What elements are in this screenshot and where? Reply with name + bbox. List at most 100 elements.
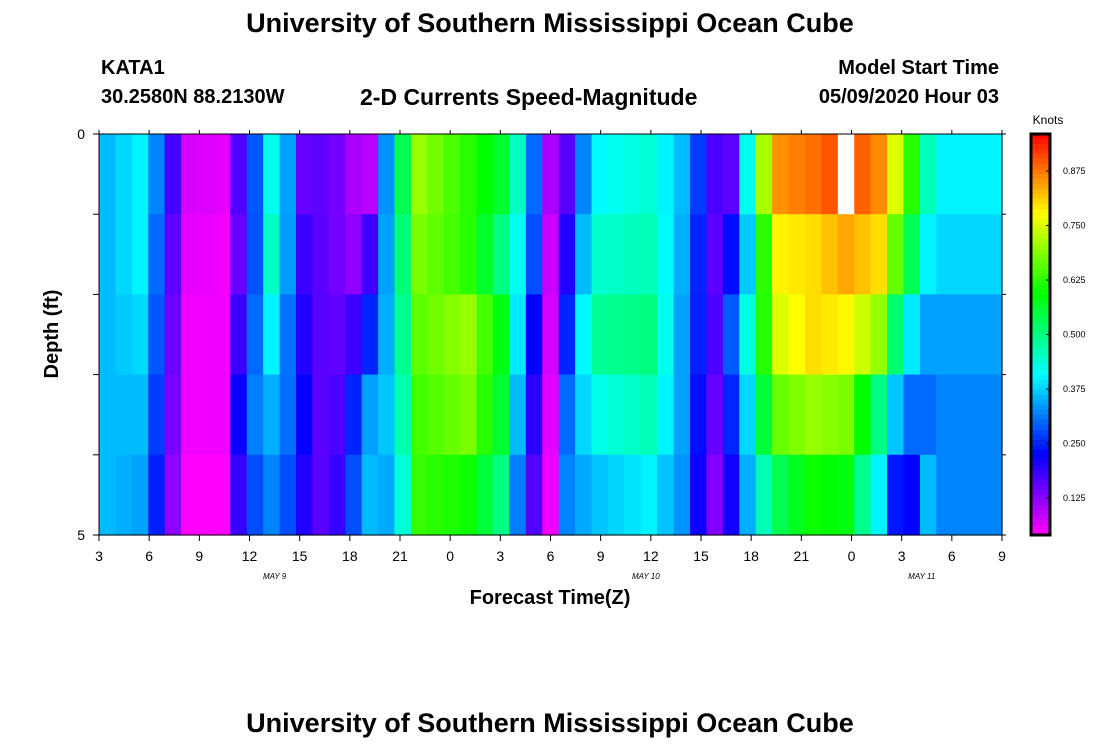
colorbar-segment	[1031, 319, 1050, 326]
heatmap-cell	[427, 374, 445, 456]
heatmap-cell	[230, 134, 248, 215]
heatmap-cell	[837, 214, 855, 295]
heatmap-cell	[690, 374, 708, 456]
heatmap-cell	[493, 454, 511, 536]
x-tick-label: 3	[95, 548, 103, 564]
heatmap-cell	[378, 374, 396, 456]
colorbar-segment	[1031, 404, 1050, 411]
colorbar-segment	[1031, 474, 1050, 481]
heatmap-cell	[690, 454, 708, 536]
heatmap-cell	[936, 214, 954, 295]
heatmap-cell	[624, 214, 642, 295]
heatmap-cell	[887, 454, 905, 536]
colorbar-segment	[1031, 434, 1050, 441]
heatmap-cell	[460, 374, 478, 456]
heatmap-cell	[739, 374, 757, 456]
heatmap-cell	[493, 134, 511, 215]
heatmap-cell	[509, 214, 527, 295]
heatmap-cell	[525, 214, 543, 295]
heatmap-cell	[870, 214, 888, 295]
heatmap-cell	[607, 374, 625, 456]
colorbar-segment	[1031, 224, 1050, 230]
heatmap-cell	[952, 134, 970, 215]
heatmap-cell	[755, 214, 773, 295]
heatmap-cell	[919, 134, 937, 215]
heatmap-cell	[263, 374, 281, 456]
heatmap-cell	[328, 454, 346, 536]
heatmap-cell	[115, 374, 133, 456]
heatmap-cell	[542, 134, 560, 215]
colorbar-segment	[1031, 239, 1050, 245]
colorbar-segment	[1031, 424, 1050, 431]
chart-subtitle: 2-D Currents Speed-Magnitude	[360, 84, 698, 110]
y-tick-label: 0	[77, 126, 85, 142]
heatmap-cell	[969, 454, 987, 536]
heatmap-cell	[296, 454, 314, 536]
heatmap-cell	[755, 294, 773, 376]
heatmap-cell	[788, 214, 806, 295]
heatmap-cell	[213, 134, 231, 215]
heatmap-cell	[985, 374, 1003, 456]
heatmap-cell	[296, 214, 314, 295]
heatmap-cell	[558, 214, 576, 295]
x-tick-label: 0	[848, 548, 856, 564]
page-title: University of Southern Mississippi Ocean…	[246, 8, 854, 38]
heatmap-cell	[591, 134, 609, 215]
colorbar-segment	[1031, 214, 1050, 220]
heatmap-cell	[443, 294, 461, 376]
heatmap-cell	[804, 214, 822, 295]
x-tick-label: 9	[998, 548, 1006, 564]
heatmap-cell	[607, 134, 625, 215]
heatmap-cell	[558, 134, 576, 215]
date-label: MAY 10	[632, 572, 660, 581]
heatmap-cell	[870, 294, 888, 376]
heatmap-cell	[903, 454, 921, 536]
colorbar-segment	[1031, 349, 1050, 356]
heatmap-cell	[493, 214, 511, 295]
y-axis-label: Depth (ft)	[41, 290, 63, 379]
heatmap-cell	[558, 454, 576, 536]
heatmap-cell	[410, 134, 428, 215]
colorbar-segment	[1031, 439, 1050, 446]
heatmap-cell	[410, 214, 428, 295]
heatmap-cell	[739, 454, 757, 536]
heatmap-cell	[772, 374, 790, 456]
heatmap-cell	[131, 374, 149, 456]
colorbar-tick-label: 0.375	[1063, 384, 1086, 394]
heatmap-cell	[722, 454, 740, 536]
heatmap-cell	[525, 374, 543, 456]
colorbar-segment	[1031, 454, 1050, 461]
colorbar-tick-label: 0.875	[1063, 166, 1086, 176]
heatmap-cell	[99, 294, 117, 376]
colorbar-segment	[1031, 444, 1050, 451]
heatmap-cell	[246, 134, 264, 215]
heatmap-cell	[870, 134, 888, 215]
heatmap-cell	[804, 454, 822, 536]
x-tick-label: 12	[643, 548, 659, 564]
colorbar-segment	[1031, 394, 1050, 401]
heatmap-cell	[345, 454, 363, 536]
colorbar-segment	[1031, 254, 1050, 260]
heatmap-cell	[525, 134, 543, 215]
colorbar-segment	[1031, 269, 1050, 275]
heatmap-cell	[230, 454, 248, 536]
heatmap-cell	[821, 374, 839, 456]
heatmap-cell	[591, 214, 609, 295]
heatmap-cell	[575, 294, 593, 376]
heatmap-cell	[821, 454, 839, 536]
heatmap-cell	[969, 214, 987, 295]
colorbar-segment	[1031, 309, 1050, 316]
heatmap-cell	[903, 134, 921, 215]
heatmap-cell	[952, 294, 970, 376]
heatmap-cell	[673, 134, 691, 215]
heatmap-cell	[509, 454, 527, 536]
colorbar-segment	[1031, 399, 1050, 406]
heatmap-cell	[197, 294, 215, 376]
heatmap-cell	[690, 214, 708, 295]
heatmap-cell	[722, 134, 740, 215]
heatmap-cell	[657, 134, 675, 215]
colorbar-segment	[1031, 174, 1050, 180]
heatmap-cell	[115, 294, 133, 376]
heatmap-cell	[722, 214, 740, 295]
heatmap-cell	[772, 454, 790, 536]
